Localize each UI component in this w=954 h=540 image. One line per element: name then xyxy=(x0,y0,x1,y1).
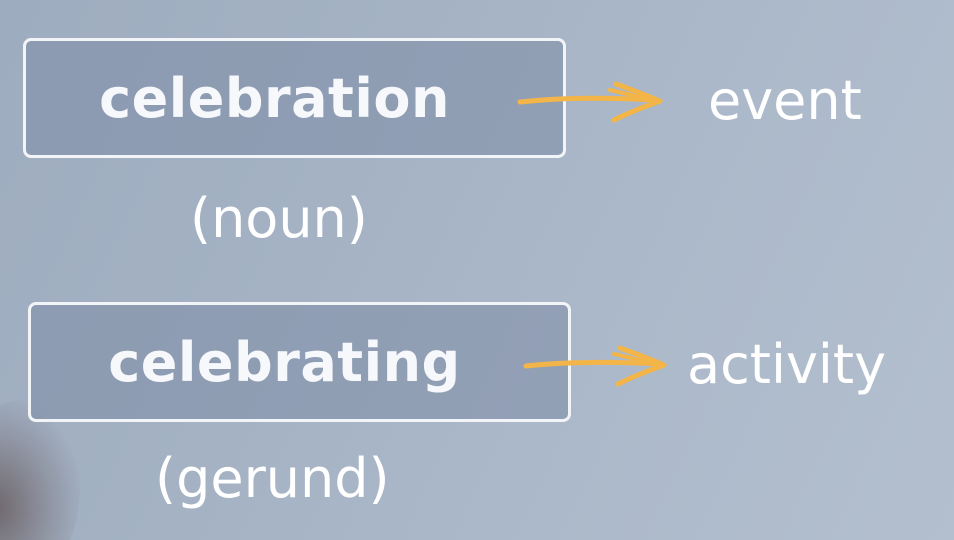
word-celebrating: celebrating xyxy=(108,330,461,394)
part-of-speech-gerund: (gerund) xyxy=(155,447,390,510)
meaning-event: event xyxy=(708,69,862,132)
part-of-speech-noun: (noun) xyxy=(190,187,368,250)
word-box-celebrating: celebrating xyxy=(28,302,571,422)
hand-drawn-arrow-right-icon xyxy=(523,345,667,387)
meaning-activity: activity xyxy=(687,333,887,396)
word-celebration: celebration xyxy=(99,66,450,130)
hand-drawn-arrow-right-icon xyxy=(517,81,663,123)
word-box-celebration: celebration xyxy=(23,38,566,158)
